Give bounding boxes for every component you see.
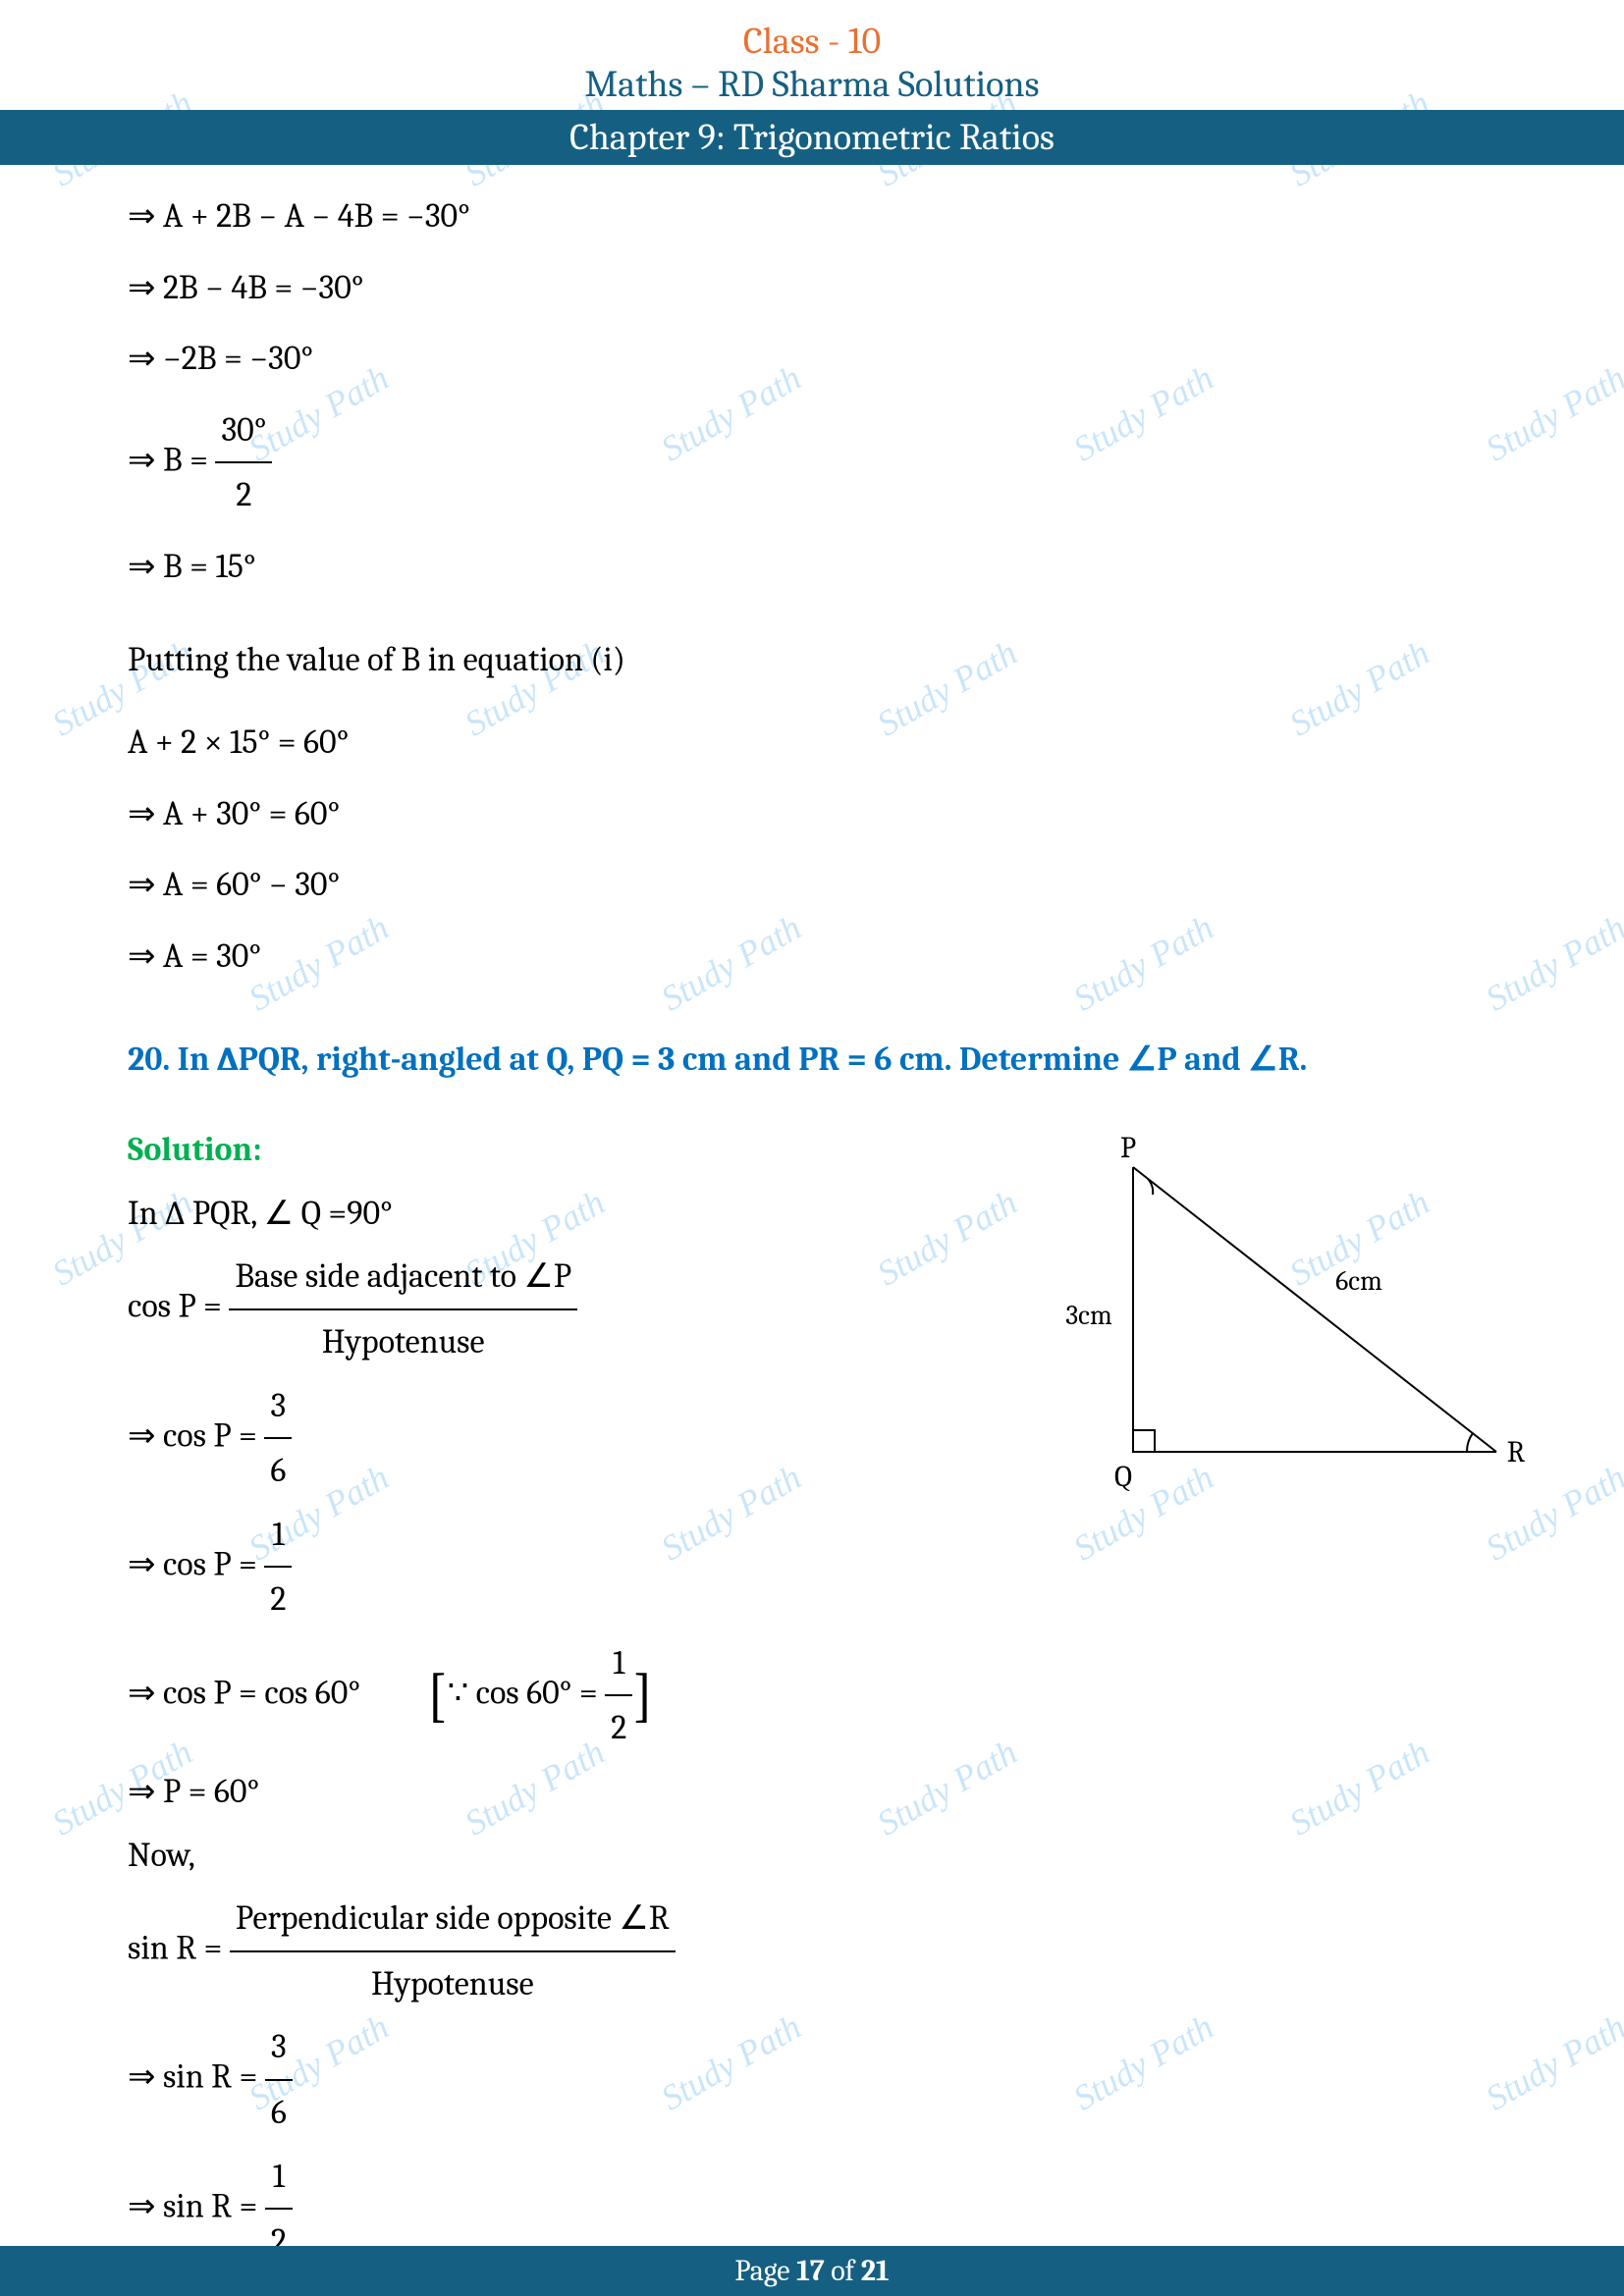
denominator: Hypotenuse: [229, 1310, 577, 1374]
page-footer: Page 17 of 21: [0, 2246, 1624, 2296]
question-text: 20. In ∆PQR, right-angled at Q, PQ = 3 c…: [128, 1028, 1565, 1092]
math-line: ⇒ −2B = −30°: [128, 327, 1565, 391]
math-line: ⇒ cos P = 3 6: [128, 1374, 1035, 1503]
page-content: ⇒ A + 2B − A − 4B = −30° ⇒ 2B − 4B = −30…: [0, 165, 1624, 2273]
text-line: Putting the value of B in equation (i): [128, 628, 1565, 692]
footer-current: 17: [796, 2254, 825, 2288]
math-line: ⇒ cos P = 1 2: [128, 1503, 1035, 1631]
math-line: ⇒ sin R = 3 6: [128, 2015, 1035, 2144]
math-line: ⇒ A + 2B − A − 4B = −30°: [128, 185, 1565, 248]
numerator: 1: [605, 1631, 632, 1697]
footer-total: 21: [861, 2254, 890, 2288]
solution-columns: Solution: In ∆ PQR, ∠ Q =90° cos P = Bas…: [128, 1098, 1565, 2273]
numerator: Base side adjacent to ∠P: [229, 1245, 577, 1310]
lhs: sin R =: [128, 1929, 230, 1968]
page-header: Class - 10 Maths – RD Sharma Solutions C…: [0, 0, 1624, 165]
math-line: ⇒ A = 60° − 30°: [128, 853, 1565, 917]
lhs: ⇒ cos P =: [128, 1415, 264, 1455]
bracket-note: [∵ cos 60° = 12]: [427, 1631, 654, 1760]
math-line: ⇒ B = 15°: [128, 535, 1565, 599]
denominator: 2: [215, 463, 272, 527]
math-line: ⇒ 2B − 4B = −30°: [128, 256, 1565, 320]
text-line: Now,: [128, 1824, 1035, 1888]
lhs: ⇒ cos P =: [128, 1544, 264, 1583]
subtitle: Maths – RD Sharma Solutions: [0, 63, 1624, 106]
numerator: 30°: [215, 399, 272, 464]
fraction: Perpendicular side opposite ∠R Hypotenus…: [230, 1887, 676, 2015]
fraction: 3 6: [265, 2015, 293, 2144]
triangle-svg: P Q R 3cm 6cm: [1055, 1128, 1545, 1521]
lhs: ⇒ sin R =: [128, 2186, 265, 2225]
solution-label: Solution:: [128, 1118, 1035, 1182]
fraction: Base side adjacent to ∠P Hypotenuse: [229, 1245, 577, 1373]
vertex-q-label: Q: [1114, 1460, 1132, 1494]
math-line: ⇒ A = 30°: [128, 925, 1565, 988]
footer-middle: of: [825, 2254, 861, 2288]
note-lhs: ∵ cos 60° =: [448, 1673, 606, 1712]
numerator: 3: [265, 2015, 293, 2081]
math-line: sin R = Perpendicular side opposite ∠R H…: [128, 1887, 1035, 2015]
numerator: 3: [264, 1374, 292, 1440]
angle-r-arc: [1467, 1433, 1473, 1452]
math-line: A + 2 × 15° = 60°: [128, 711, 1565, 774]
math-line: ⇒ cos P = cos 60° [∵ cos 60° = 12]: [128, 1631, 1035, 1760]
fraction: 3 6: [264, 1374, 292, 1503]
math-line: cos P = Base side adjacent to ∠P Hypoten…: [128, 1245, 1035, 1373]
fraction: 12: [605, 1631, 632, 1760]
denominator: Hypotenuse: [230, 1952, 676, 2016]
numerator: 1: [265, 2145, 293, 2211]
math-line: ⇒ B = 30° 2: [128, 399, 1565, 527]
math-line: ⇒ P = 60°: [128, 1760, 1035, 1824]
side-pq-label: 3cm: [1065, 1300, 1112, 1331]
lhs: ⇒ B =: [128, 440, 215, 479]
vertex-p-label: P: [1120, 1131, 1136, 1165]
class-line: Class - 10: [0, 20, 1624, 63]
triangle-diagram: P Q R 3cm 6cm: [1035, 1098, 1565, 2273]
side-pr: [1133, 1167, 1496, 1452]
vertex-r-label: R: [1507, 1435, 1526, 1469]
left-bracket: [: [427, 1661, 448, 1729]
solution-left: Solution: In ∆ PQR, ∠ Q =90° cos P = Bas…: [128, 1098, 1035, 2273]
footer-prefix: Page: [734, 2254, 796, 2288]
denominator: 2: [605, 1696, 632, 1760]
lhs: ⇒ cos P = cos 60°: [128, 1673, 360, 1712]
fraction: 1 2: [264, 1503, 292, 1631]
denominator: 6: [264, 1439, 292, 1503]
chapter-bar: Chapter 9: Trigonometric Ratios: [0, 110, 1624, 165]
lhs: ⇒ sin R =: [128, 2057, 265, 2097]
numerator: Perpendicular side opposite ∠R: [230, 1887, 676, 1952]
right-bracket: ]: [632, 1661, 653, 1729]
right-angle-icon: [1133, 1430, 1155, 1452]
denominator: 6: [265, 2081, 293, 2145]
numerator: 1: [264, 1503, 292, 1569]
side-pr-label: 6cm: [1335, 1265, 1382, 1297]
fraction: 30° 2: [215, 399, 272, 527]
denominator: 2: [264, 1568, 292, 1631]
math-line: ⇒ A + 30° = 60°: [128, 782, 1565, 846]
math-line: In ∆ PQR, ∠ Q =90°: [128, 1182, 1035, 1246]
lhs: cos P =: [128, 1287, 229, 1326]
